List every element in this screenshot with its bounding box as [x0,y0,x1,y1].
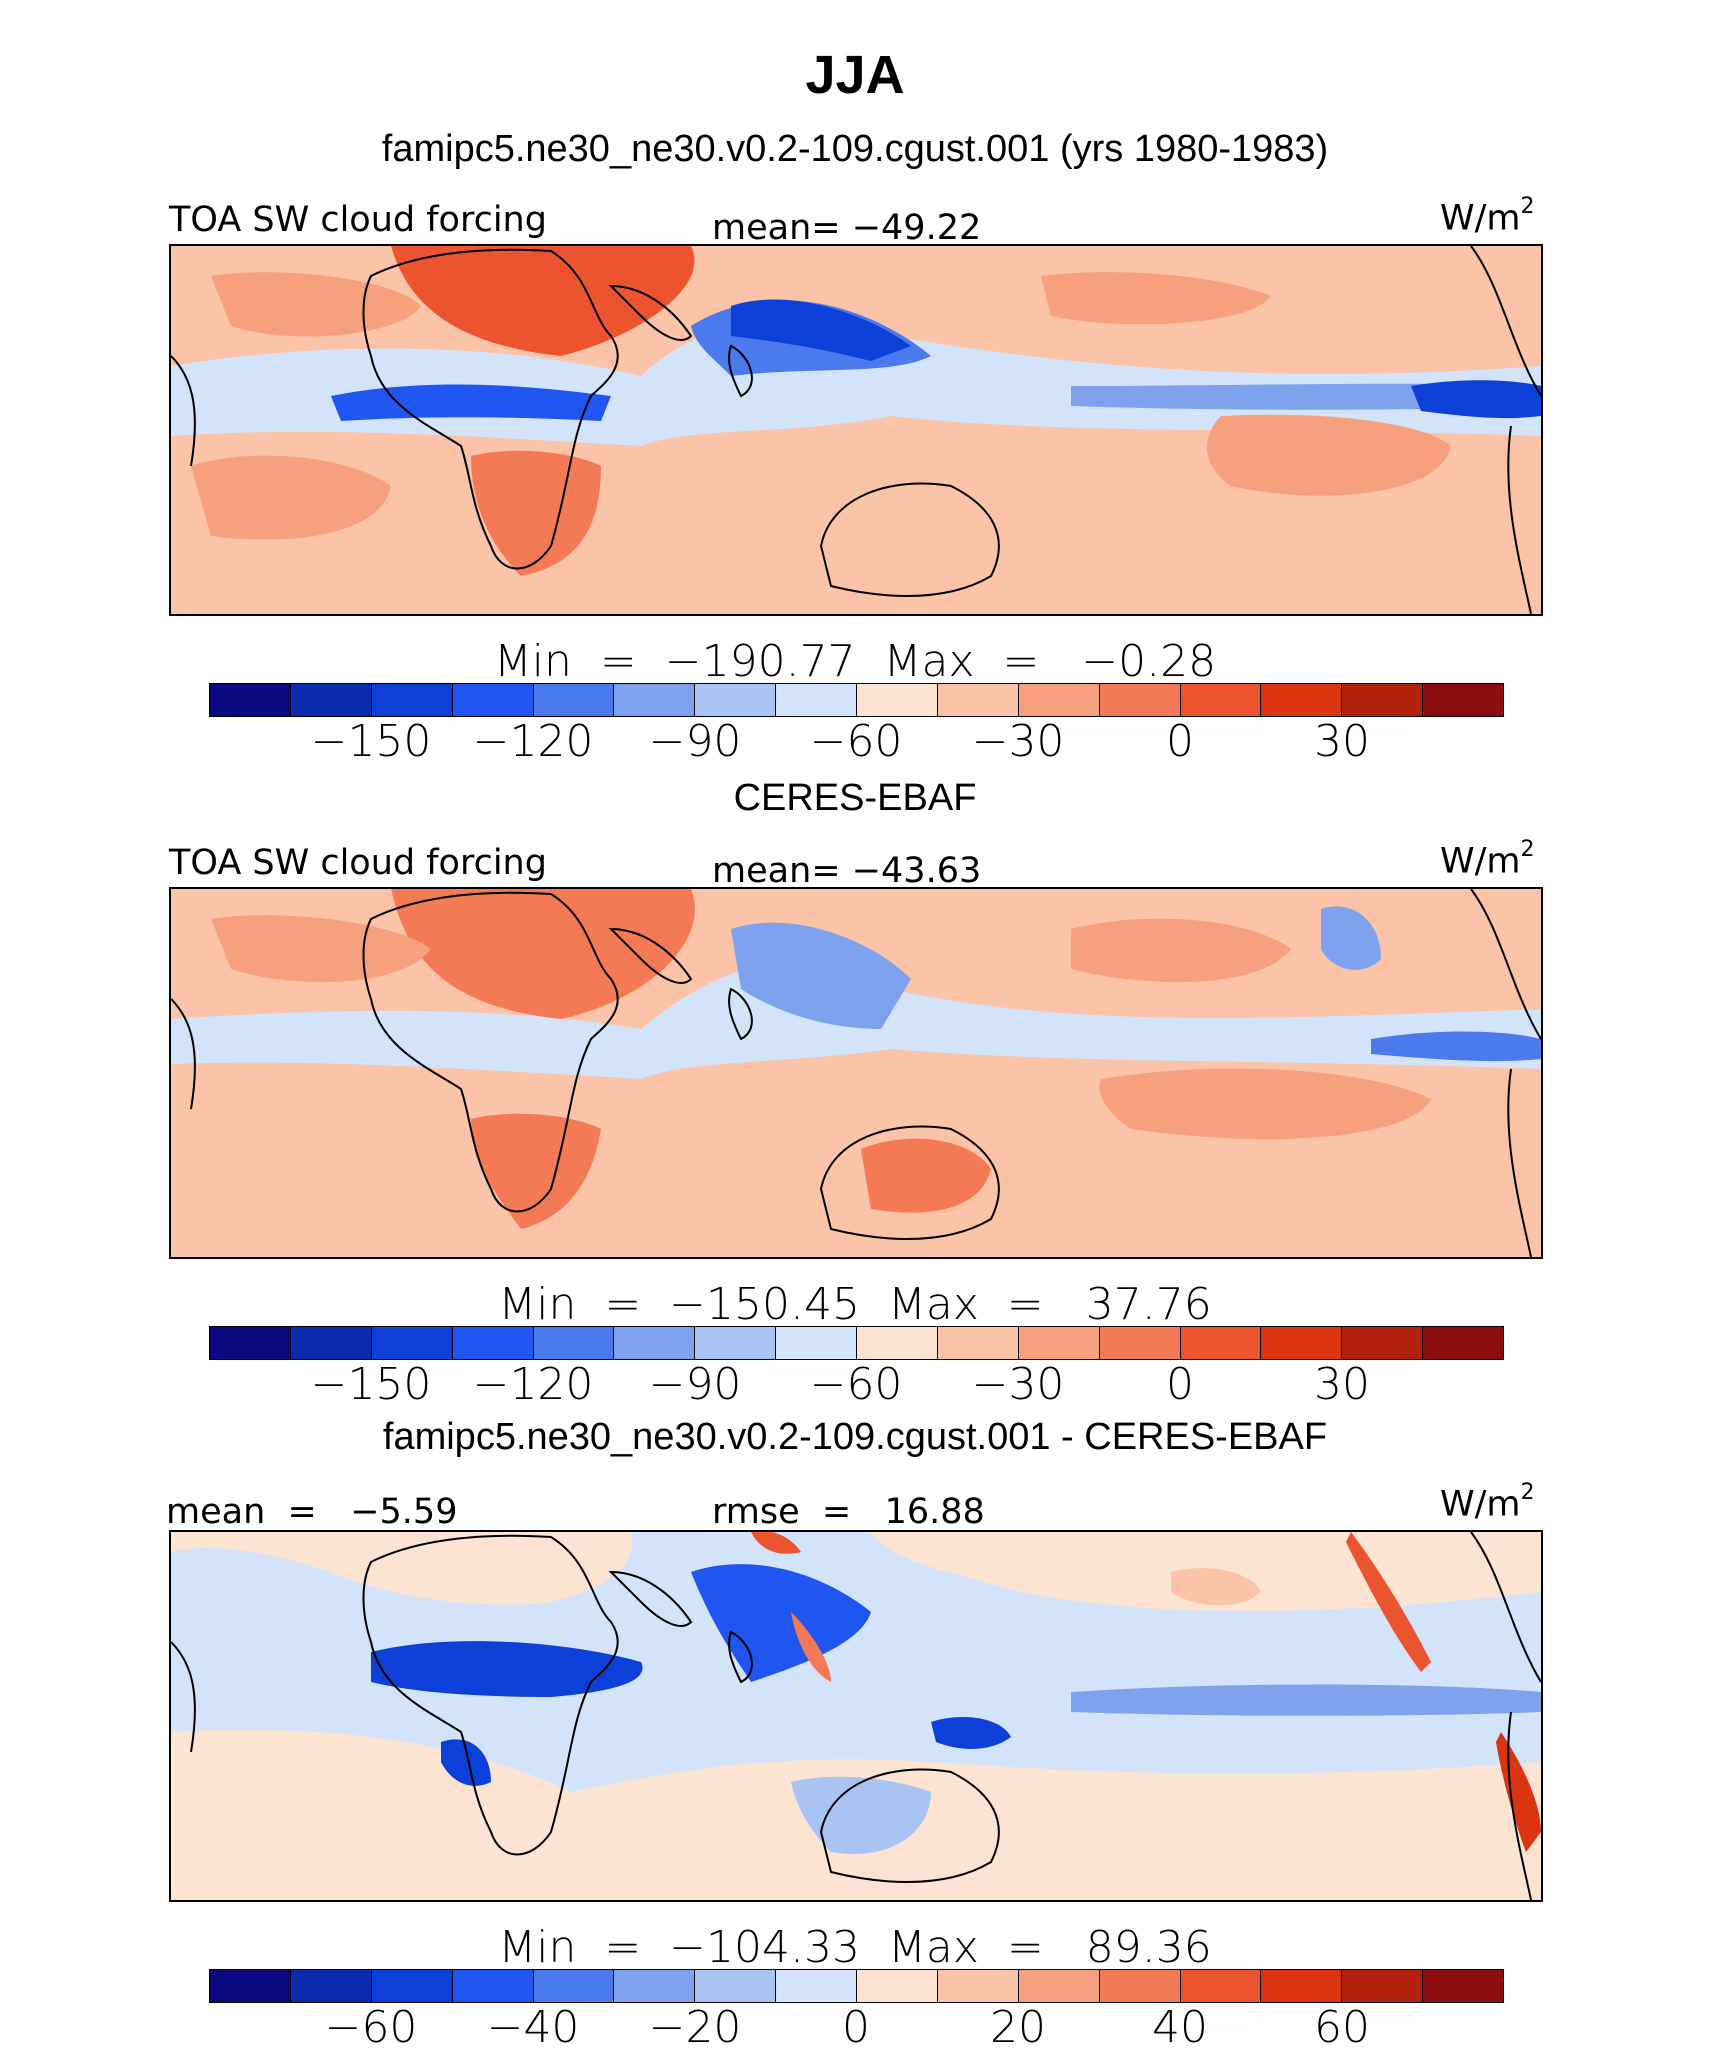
colorbar-swatch [937,1327,1019,1359]
panel-3-rmse-label: rmse = 16.88 [712,1492,985,1532]
colorbar-swatch [533,1327,615,1359]
panel-3-colorbar-tick: −20 [648,2002,742,2053]
panel-2-mean-label: mean= −43.63 [712,851,982,891]
panel-1-variable-label: TOA SW cloud forcing [169,200,547,240]
panel-3-colorbar-tick: −60 [324,2002,418,2053]
colorbar-swatch [290,684,372,716]
colorbar-swatch [1261,684,1343,716]
colorbar-swatch [210,1327,291,1359]
colorbar-swatch [1018,684,1100,716]
panel-1-stats: Min = −190.77 Max = −0.28 [493,636,1217,687]
panel-2-colorbar-tick: −30 [971,1359,1065,1410]
colorbar-swatch [937,684,1019,716]
panel-3-mean-label: mean = −5.59 [166,1492,458,1532]
colorbar-swatch [776,1327,857,1359]
colorbar-swatch [371,684,453,716]
panel-3-colorbar [209,1969,1504,2003]
colorbar-swatch [1261,1327,1343,1359]
colorbar-swatch [533,1970,615,2002]
panel-2-colorbar-tick: −150 [310,1359,432,1410]
colorbar-swatch [776,684,857,716]
colorbar-swatch [1018,1970,1100,2002]
panel-1-colorbar-tick: −120 [472,716,594,767]
colorbar-swatch [1180,1327,1262,1359]
colorbar-swatch [1018,1327,1100,1359]
panel-2-header: CERES-EBAF [733,777,977,819]
panel-2-colorbar-tick: 30 [1314,1359,1370,1410]
colorbar-swatch [1099,1970,1181,2002]
figure-title: JJA [805,45,905,105]
colorbar-swatch [614,684,696,716]
panel-2-map [169,887,1543,1259]
panel-1-colorbar-tick: −150 [310,716,432,767]
panel-1-header: famipc5.ne30_ne30.v0.2-109.cgust.001 (yr… [381,128,1329,170]
panel-1-mean-label: mean= −49.22 [712,208,982,248]
panel-3-stats: Min = −104.33 Max = 89.36 [498,1922,1212,1973]
colorbar-swatch [371,1970,453,2002]
panel-3-colorbar-tick: 20 [990,2002,1046,2053]
colorbar-swatch [452,1327,534,1359]
colorbar-swatch [1423,1970,1503,2002]
colorbar-swatch [533,684,615,716]
colorbar-swatch [210,1970,291,2002]
colorbar-swatch [1261,1970,1343,2002]
panel-1-colorbar-tick: −60 [809,716,903,767]
panel-3-colorbar-tick: 40 [1152,2002,1208,2053]
panel-3-colorbar-tick: −40 [486,2002,580,2053]
panel-1-colorbar-tick: −30 [971,716,1065,767]
colorbar-swatch [371,1327,453,1359]
colorbar-swatch [857,1327,938,1359]
colorbar-swatch [695,1970,777,2002]
colorbar-swatch [857,684,938,716]
panel-1-colorbar-tick: 30 [1314,716,1370,767]
panel-2-variable-label: TOA SW cloud forcing [169,843,547,883]
colorbar-swatch [1342,1327,1424,1359]
colorbar-swatch [1423,684,1503,716]
colorbar-swatch [210,684,291,716]
panel-3-colorbar-tick: 60 [1314,2002,1370,2053]
colorbar-swatch [1099,684,1181,716]
panel-3-map [169,1530,1543,1902]
panel-3-units: W/m2 [1440,1480,1535,1525]
panel-2-colorbar-tick: −120 [472,1359,594,1410]
colorbar-swatch [1180,684,1262,716]
colorbar-swatch [1423,1327,1503,1359]
colorbar-swatch [695,684,777,716]
panel-2-colorbar-tick: −90 [648,1359,742,1410]
panel-1-units: W/m2 [1440,194,1535,239]
colorbar-swatch [776,1970,857,2002]
panel-1-colorbar-tick: 0 [1166,716,1194,767]
panel-2-map-svg [171,889,1541,1257]
panel-1-colorbar [209,683,1504,717]
panel-3-colorbar-tick: 0 [842,2002,870,2053]
panel-1-colorbar-tick: −90 [648,716,742,767]
panel-2-colorbar-tick: 0 [1166,1359,1194,1410]
colorbar-swatch [1180,1970,1262,2002]
colorbar-swatch [857,1970,938,2002]
colorbar-swatch [614,1970,696,2002]
colorbar-swatch [290,1327,372,1359]
colorbar-swatch [1099,1327,1181,1359]
panel-3-header: famipc5.ne30_ne30.v0.2-109.cgust.001 - C… [382,1416,1328,1458]
panel-1-map [169,244,1543,616]
colorbar-swatch [290,1970,372,2002]
panel-2-units: W/m2 [1440,837,1535,882]
panel-2-colorbar-tick: −60 [809,1359,903,1410]
colorbar-swatch [695,1327,777,1359]
colorbar-swatch [614,1327,696,1359]
colorbar-swatch [937,1970,1019,2002]
colorbar-swatch [452,684,534,716]
panel-2-stats: Min = −150.45 Max = 37.76 [498,1279,1212,1330]
panel-3-map-svg [171,1532,1541,1900]
panel-2-colorbar [209,1326,1504,1360]
colorbar-swatch [452,1970,534,2002]
panel-1-map-svg [171,246,1541,614]
colorbar-swatch [1342,684,1424,716]
colorbar-swatch [1342,1970,1424,2002]
